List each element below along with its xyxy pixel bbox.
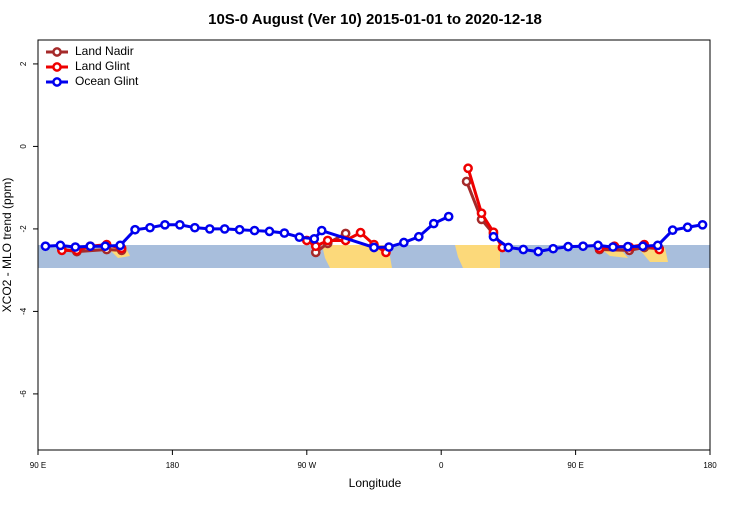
series-point <box>384 242 394 252</box>
legend-marker <box>52 62 62 72</box>
series-point <box>476 208 487 219</box>
y-tick-label: 2 <box>19 61 28 66</box>
series-point <box>55 240 66 251</box>
series-point <box>70 242 81 252</box>
series-point <box>204 224 215 234</box>
series-point <box>652 240 663 251</box>
series-point <box>310 241 321 252</box>
legend-label: Land Nadir <box>75 44 134 58</box>
series-point <box>160 219 170 230</box>
legend-marker <box>52 77 62 87</box>
series-point <box>249 225 260 236</box>
series-point <box>682 222 693 233</box>
series-point <box>518 244 529 255</box>
series-point <box>503 242 514 253</box>
series-point <box>697 219 708 230</box>
x-tick-label: 90 E <box>567 461 583 470</box>
x-tick-label: 90 E <box>30 461 46 470</box>
series-point <box>175 219 185 230</box>
series-point <box>316 225 327 236</box>
series-point <box>548 243 559 254</box>
series-point <box>413 231 424 242</box>
series-point <box>623 241 633 252</box>
x-axis-label: Longitude <box>349 476 402 490</box>
series-point <box>100 241 111 252</box>
series-point <box>533 246 544 257</box>
series-point <box>563 241 573 252</box>
series-point <box>608 242 618 252</box>
x-tick-label: 180 <box>166 461 180 470</box>
series-point <box>264 226 275 237</box>
series-point <box>85 241 96 252</box>
y-tick-label: -2 <box>19 225 28 233</box>
series-point <box>488 231 499 242</box>
series-point <box>355 227 366 238</box>
series-point <box>637 241 648 252</box>
series-point <box>294 232 305 243</box>
legend-marker <box>52 47 62 57</box>
series-point <box>145 222 155 233</box>
series-point <box>443 211 454 222</box>
plot-frame <box>37 39 711 451</box>
series-point <box>189 222 200 233</box>
series-point <box>369 242 379 253</box>
series-point <box>40 241 51 252</box>
series-point <box>130 224 140 235</box>
series-point <box>309 233 320 244</box>
series-point <box>578 241 588 252</box>
series-point <box>322 235 333 246</box>
series-point <box>234 224 245 235</box>
y-axis-label: XCO2 - MLO trend (ppm) <box>0 178 14 313</box>
y-tick-label: -4 <box>19 307 28 315</box>
series-point <box>219 224 230 234</box>
legend-label: Ocean Glint <box>75 74 139 88</box>
x-tick-label: 180 <box>703 461 717 470</box>
series-point <box>399 237 409 248</box>
series-point <box>593 240 603 251</box>
series-point <box>461 176 472 187</box>
series-point <box>279 228 290 238</box>
series-point <box>463 163 473 174</box>
y-tick-label: 0 <box>19 144 28 149</box>
series-point <box>667 225 678 236</box>
legend-label: Land Glint <box>75 59 130 73</box>
series-point <box>428 218 439 229</box>
y-tick-label: -6 <box>19 390 28 398</box>
series-point <box>115 240 125 251</box>
x-tick-label: 90 W <box>297 461 316 470</box>
chart-title: 10S-0 August (Ver 10) 2015-01-01 to 2020… <box>208 11 542 28</box>
x-tick-label: 0 <box>439 461 444 470</box>
